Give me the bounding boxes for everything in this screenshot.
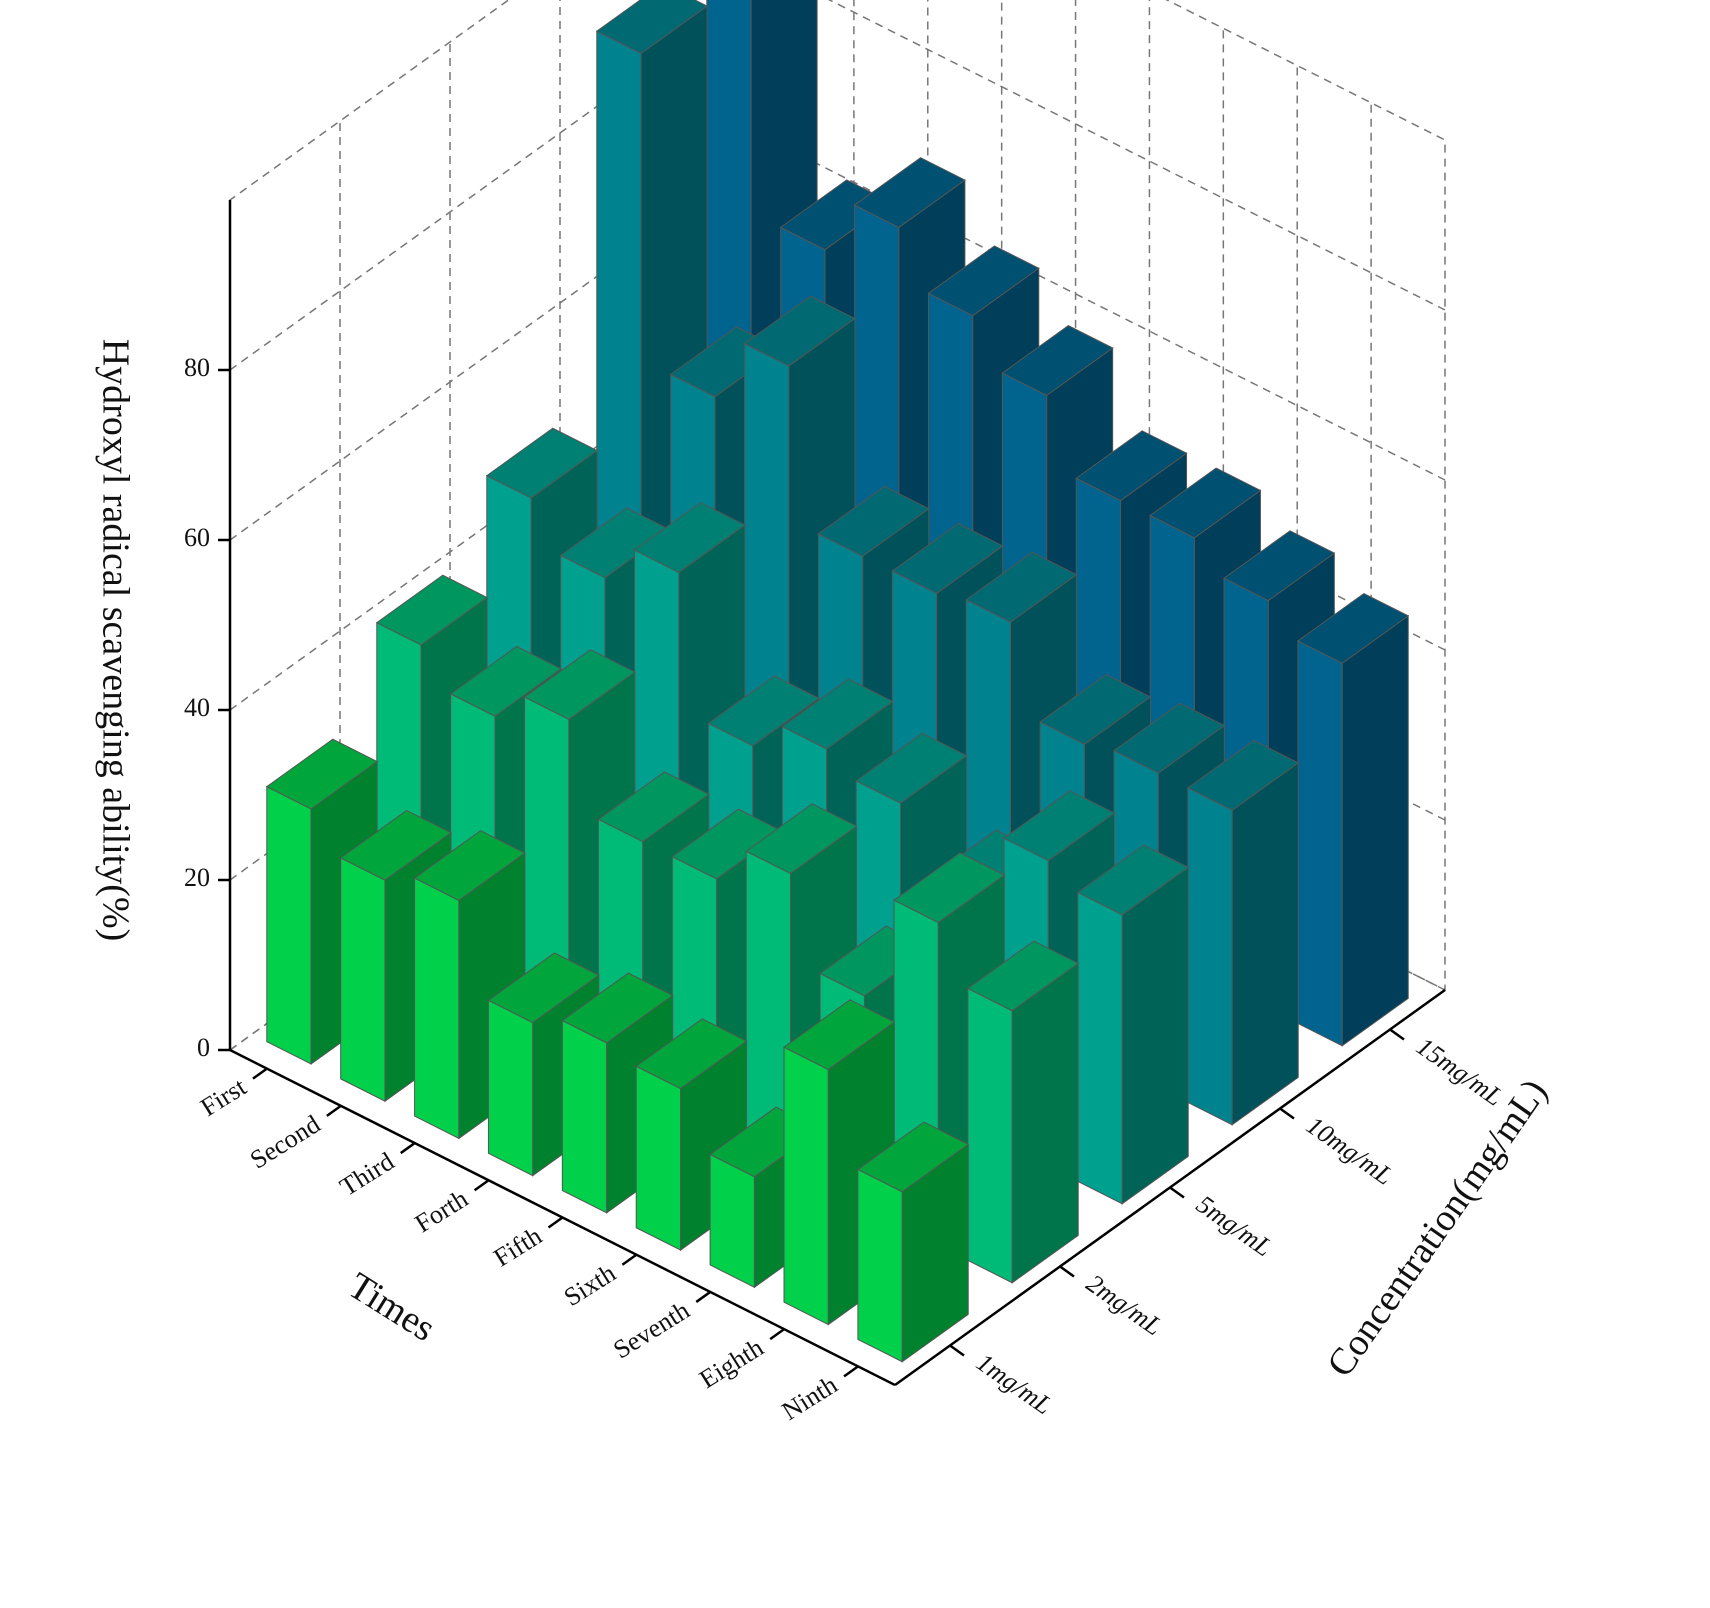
bar-front xyxy=(414,877,460,1140)
y-tick-label: 80 xyxy=(184,353,210,382)
bar-top xyxy=(855,732,968,804)
x-tick-label: First xyxy=(195,1072,251,1122)
bar-top xyxy=(339,809,452,881)
bar-front xyxy=(340,857,386,1103)
z-tick-label: 1mg/mL xyxy=(971,1348,1057,1421)
bar-top xyxy=(743,295,856,367)
bar-top xyxy=(1003,790,1116,862)
bar-front xyxy=(709,1153,755,1289)
z-tick xyxy=(1389,1028,1405,1041)
y-tick-label: 60 xyxy=(184,523,210,552)
x-tick-label: Third xyxy=(335,1147,399,1202)
bar xyxy=(1076,844,1190,1205)
bar-top xyxy=(1186,739,1300,811)
bar-front xyxy=(1297,640,1343,1047)
bar-side xyxy=(1341,614,1409,1047)
x-tick xyxy=(547,1216,564,1229)
bar-top xyxy=(1223,530,1336,602)
grid-line xyxy=(229,0,1446,371)
bar-top xyxy=(783,999,896,1071)
bar-top xyxy=(1039,673,1152,745)
bar-top xyxy=(635,1018,748,1090)
bar-top xyxy=(485,427,599,499)
bar-side xyxy=(1011,962,1079,1284)
z-tick-label: 2mg/mL xyxy=(1081,1269,1167,1342)
x-tick-label: Seventh xyxy=(608,1296,694,1365)
bar-top xyxy=(561,972,674,1044)
bar-front xyxy=(967,987,1013,1284)
bar-front xyxy=(1077,891,1123,1205)
y-tick-label: 40 xyxy=(184,693,210,722)
x-tick xyxy=(843,1365,859,1378)
y-tick-label: 20 xyxy=(184,863,210,892)
z-tick xyxy=(1279,1107,1295,1120)
x-tick xyxy=(326,1104,342,1117)
x-tick-label: Second xyxy=(245,1109,325,1174)
bar xyxy=(856,1121,970,1363)
bar-top xyxy=(595,0,709,55)
x-tick xyxy=(252,1067,268,1080)
bar xyxy=(1296,592,1410,1047)
x-tick xyxy=(769,1328,785,1341)
bar-top xyxy=(745,803,858,875)
bar-top xyxy=(413,830,526,902)
z-tick-label: 15mg/mL xyxy=(1411,1032,1508,1112)
x-tick-label: Eighth xyxy=(694,1333,768,1394)
bar-top xyxy=(853,157,966,229)
bar-top xyxy=(707,675,820,747)
bar-top xyxy=(487,952,600,1024)
bar-front xyxy=(635,1065,682,1251)
bar-top xyxy=(597,771,710,843)
bar-top xyxy=(375,574,489,646)
bar-front xyxy=(487,999,534,1177)
x-tick xyxy=(695,1290,712,1303)
x-tick-label: Sixth xyxy=(559,1258,621,1312)
bar-top xyxy=(1113,702,1226,774)
bar-top xyxy=(523,649,636,721)
bar-front xyxy=(1187,787,1233,1126)
z-axis-title: Concentration(mg/mL) xyxy=(1319,1072,1556,1385)
y-axis-title: Hydroxyl radical scavenging ability(%) xyxy=(94,339,136,942)
bar-side xyxy=(1231,761,1299,1126)
bar-top xyxy=(927,245,1040,317)
x-axis-title: Times xyxy=(341,1265,443,1350)
y-tick-label: 0 xyxy=(197,1033,210,1062)
z-tick xyxy=(1169,1186,1185,1199)
z-tick-label: 5mg/mL xyxy=(1191,1190,1277,1263)
bar-top xyxy=(817,485,930,557)
z-tick xyxy=(949,1344,965,1357)
bar-top xyxy=(856,1121,970,1193)
z-tick xyxy=(1059,1265,1075,1278)
bar-side xyxy=(1121,866,1189,1205)
bar-top xyxy=(966,940,1080,1012)
bar-top xyxy=(449,645,562,717)
bar-front xyxy=(561,1019,608,1214)
bar-top xyxy=(893,852,1006,924)
bar-front xyxy=(857,1168,903,1363)
bar xyxy=(1186,739,1300,1126)
bar-top xyxy=(265,738,379,810)
bar-top xyxy=(1076,844,1190,916)
bar-front xyxy=(783,1046,829,1326)
x-tick-label: Forth xyxy=(410,1184,473,1238)
bar xyxy=(966,940,1080,1284)
bar-top xyxy=(1001,325,1114,396)
bar-top xyxy=(1075,430,1188,502)
x-tick xyxy=(621,1253,638,1266)
bar-top xyxy=(1296,592,1410,664)
bar-top xyxy=(633,502,746,574)
bar-top xyxy=(965,551,1078,623)
x-tick-label: Fifth xyxy=(489,1221,547,1272)
bar-top xyxy=(781,678,894,750)
x-tick-label: Ninth xyxy=(777,1370,843,1426)
x-tick xyxy=(399,1142,416,1155)
x-tick xyxy=(473,1179,490,1192)
bar-top xyxy=(1149,467,1262,539)
bar-top xyxy=(891,523,1004,594)
z-tick-label: 10mg/mL xyxy=(1301,1111,1398,1191)
bar-front xyxy=(266,785,312,1065)
